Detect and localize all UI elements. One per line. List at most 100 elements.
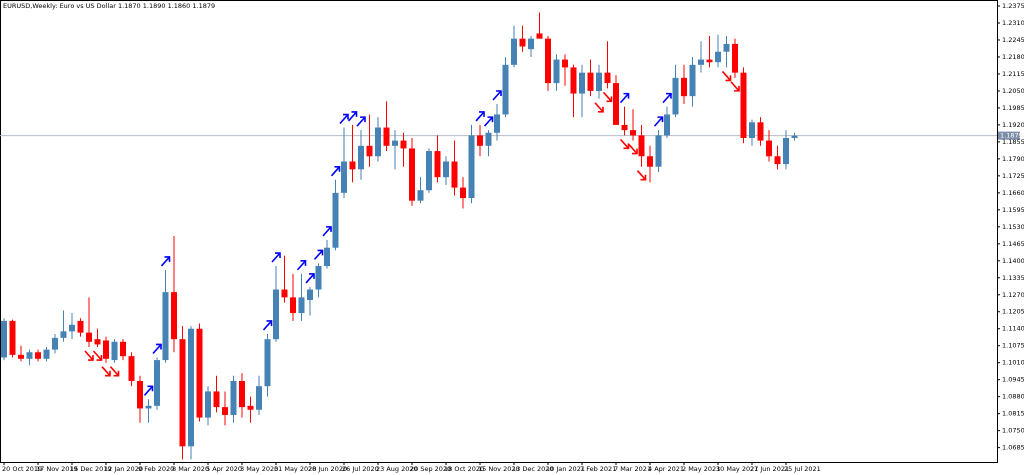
candle-body (664, 114, 670, 136)
buy-arrow-shaft (475, 111, 485, 122)
x-tick-label: 27 Jun 2021 (750, 465, 789, 473)
buy-arrow (339, 113, 349, 125)
candle-body (604, 72, 611, 84)
candle-body (145, 405, 152, 409)
y-tick-label: 1.1075 (1002, 342, 1024, 350)
buy-arrow-shaft (152, 343, 162, 355)
candle-body (290, 297, 296, 314)
candle-body (315, 266, 322, 290)
buy-arrow-head (343, 113, 349, 120)
sell-arrow-shaft (619, 138, 630, 149)
candle-body (307, 289, 313, 300)
x-tick-label: 15 Nov 2020 (478, 465, 520, 473)
candle-body (613, 83, 619, 125)
buy-arrow-shaft (330, 166, 341, 177)
candle-body (545, 38, 551, 84)
candle-body (26, 352, 33, 359)
buy-arrow (662, 92, 672, 104)
y-tick-label: 1.0815 (1002, 410, 1024, 418)
candle-body (715, 51, 721, 63)
y-tick-label: 1.1010 (1002, 359, 1024, 367)
candle-body (35, 352, 41, 359)
sell-arrow (92, 350, 103, 361)
candle-body (570, 67, 577, 94)
buy-arrow-shaft (356, 116, 366, 127)
y-tick-label: 1.1270 (1002, 291, 1024, 299)
candle-body (256, 386, 262, 410)
candle-body (757, 122, 764, 141)
candle-body (213, 391, 220, 408)
candle-body (94, 339, 101, 345)
y-tick-label: 1.2310 (1002, 19, 1024, 27)
x-tick-label: 13 Dec 2020 (512, 465, 554, 473)
candle-body (749, 122, 755, 138)
candle-body (587, 72, 594, 91)
x-tick-label: 8 Mar 2020 (172, 465, 209, 473)
buy-arrow-head (479, 111, 485, 117)
x-tick-label: 15 Dec 2019 (70, 465, 112, 473)
y-tick-label: 1.1725 (1002, 172, 1024, 180)
buy-arrow-shaft (662, 93, 672, 104)
sell-arrow-shaft (84, 350, 94, 361)
y-tick-label: 1.1855 (1002, 138, 1024, 146)
sell-arrow-shaft (92, 350, 103, 361)
y-tick-label: 1.2375 (1002, 2, 1024, 10)
buy-arrow-shaft (653, 116, 664, 127)
y-tick-label: 1.0685 (1002, 444, 1024, 452)
buy-arrow-shaft (271, 252, 281, 263)
candle-body (171, 292, 177, 340)
x-tick-label: 12 Jan 2020 (104, 465, 143, 473)
sell-arrow-shaft (101, 366, 111, 377)
buy-arrow (313, 249, 324, 260)
candle-body (528, 38, 534, 50)
candle-body (596, 72, 602, 91)
x-tick-label: 30 May 2021 (716, 465, 758, 473)
buy-arrow (475, 111, 485, 122)
sell-arrow-shaft (628, 144, 638, 155)
candle-body (77, 320, 84, 333)
candle-body (655, 135, 662, 167)
candle-body (332, 192, 339, 248)
candle-body (681, 77, 687, 97)
x-tick-label: 3 May 2020 (240, 465, 278, 473)
sell-arrow-shaft (594, 102, 604, 113)
candle-body (519, 38, 526, 47)
candle-body (553, 59, 560, 84)
sell-arrow-shaft (602, 91, 613, 102)
sell-arrow (628, 144, 638, 155)
y-tick-label: 1.1140 (1002, 325, 1024, 333)
sell-arrow-shaft (109, 366, 120, 377)
candle-body (281, 289, 288, 298)
candle-body (460, 187, 466, 199)
buy-arrow (271, 252, 281, 263)
sell-arrow-head (632, 148, 638, 155)
buy-arrow (262, 320, 273, 331)
candle-body (358, 145, 364, 170)
candle-body (392, 140, 398, 146)
chart-title: EURUSD,Weekly: Euro vs US Dollar 1.1870 … (3, 2, 215, 10)
buy-arrow (330, 165, 341, 177)
buy-arrow (160, 256, 171, 267)
buy-arrow-shaft (305, 273, 315, 284)
sell-arrow-head (734, 85, 740, 92)
x-tick-label: 4 Apr 2021 (648, 465, 684, 473)
candle-body (706, 59, 713, 63)
buy-arrow-shaft (347, 111, 358, 122)
buy-arrow-head (334, 165, 341, 172)
buy-arrow-shaft (492, 90, 502, 101)
x-tick-label: 5 Apr 2020 (206, 465, 242, 473)
candle-body (324, 247, 330, 267)
candle-body (783, 137, 789, 165)
candle-body (162, 292, 169, 361)
candle-body (774, 156, 781, 165)
candle-body (477, 135, 483, 146)
y-tick-label: 1.1660 (1002, 189, 1024, 197)
candle-body (732, 43, 738, 73)
buy-arrow-shaft (313, 249, 324, 260)
candle-body (630, 130, 636, 136)
sell-arrow-head (113, 370, 120, 377)
buy-arrow-head (360, 116, 366, 123)
sell-arrow-shaft (730, 81, 740, 92)
buy-arrow-head (666, 92, 672, 99)
